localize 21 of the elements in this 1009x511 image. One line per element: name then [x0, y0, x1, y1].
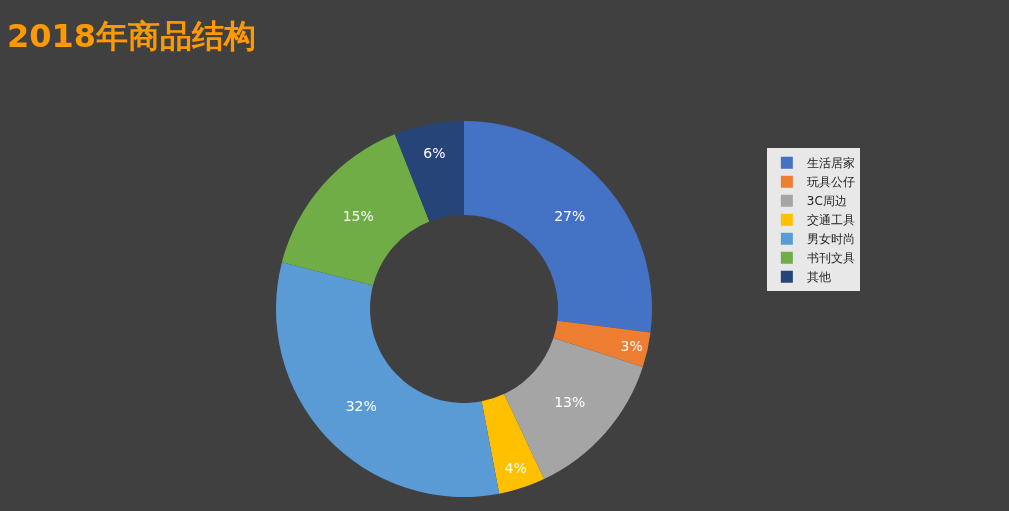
- legend-label: 3C周边: [806, 194, 847, 209]
- legend-label: 书刊文具: [806, 251, 855, 266]
- data-label: 15%: [342, 207, 374, 224]
- donut-slice: [481, 394, 545, 494]
- legend-label: 其他: [806, 270, 831, 285]
- donut-slice: [553, 320, 651, 368]
- donut-slice: [394, 121, 464, 222]
- data-label: 27%: [554, 207, 586, 224]
- data-label: 32%: [345, 397, 377, 414]
- data-label: 6%: [423, 145, 446, 162]
- data-label: 4%: [504, 459, 527, 476]
- legend-label: 男女时尚: [806, 232, 855, 247]
- legend-label: 玩具公仔: [806, 175, 855, 190]
- legend-label: 生活居家: [806, 156, 855, 171]
- donut-slice: [276, 262, 500, 497]
- donut-slice: [464, 121, 652, 333]
- data-label: 13%: [554, 394, 586, 411]
- data-label: 3%: [620, 338, 643, 355]
- legend-label: 交通工具: [806, 213, 855, 228]
- donut-slice: [504, 338, 643, 480]
- chart-title: 2018年商品结构: [7, 16, 257, 55]
